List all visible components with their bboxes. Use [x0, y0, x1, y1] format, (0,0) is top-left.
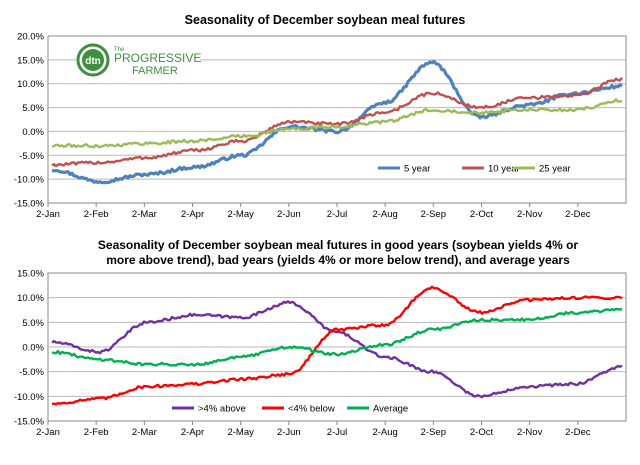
chart-bottom-y-axis: 15.0% 10.0% 5.0% 0.0% -5.0% -10.0% -15.0% — [14, 269, 45, 428]
series-line-2 — [51, 285, 623, 406]
y-tick-label: 15.0% — [17, 269, 44, 280]
x-tick-label: 2-Mar — [132, 427, 157, 438]
x-tick-label: 2-Sep — [421, 427, 446, 438]
x-tick-label: 2-Dec — [565, 209, 591, 220]
chart-bottom-title-line-2: more above trend), bad years (yields 4% … — [106, 253, 570, 267]
y-tick-label: -15.0% — [14, 417, 45, 428]
y-tick-label: 10.0% — [17, 293, 44, 304]
y-tick-label: -5.0% — [19, 367, 44, 378]
series-line-2 — [51, 76, 623, 168]
x-tick-label: 2-Jan — [36, 209, 60, 220]
y-tick-label: -10.0% — [14, 175, 45, 186]
chart-top-title: Seasonality of December soybean meal fut… — [185, 13, 466, 27]
chart-top-x-axis: 2-Jan 2-Feb 2-Mar 2-Apr 2-May 2-Jun 2-Jul 2-Aug… — [36, 203, 591, 220]
x-tick-label: 2-Oct — [470, 209, 494, 220]
x-tick-label: 2-Aug — [372, 209, 397, 220]
y-tick-label: 5.0% — [22, 103, 44, 114]
chart-bottom-gridlines — [48, 297, 626, 397]
legend-label: >4% above — [198, 404, 246, 415]
series-line-1 — [51, 59, 623, 185]
x-tick-label: 2-Apr — [181, 427, 204, 438]
x-tick-label: 2-Feb — [84, 427, 109, 438]
y-tick-label: -10.0% — [14, 392, 45, 403]
chart-top: Seasonality of December soybean meal fut… — [14, 13, 627, 220]
chart-top-series — [51, 59, 623, 185]
legend-label: <4% below — [288, 404, 335, 415]
x-tick-label: 2-Aug — [372, 427, 397, 438]
x-tick-label: 2-Feb — [84, 209, 109, 220]
x-tick-label: 2-Jul — [327, 427, 348, 438]
legend-label: 10 year — [488, 164, 520, 175]
chart-bottom-series — [51, 285, 623, 406]
x-tick-label: 2-Mar — [132, 209, 157, 220]
progressive-farmer-logo: dtn The PROGRESSIVE FARMER — [76, 42, 201, 78]
series-line-3 — [51, 307, 623, 367]
y-tick-label: 0.0% — [22, 343, 44, 354]
y-tick-label: -15.0% — [14, 199, 45, 210]
x-tick-label: 2-Jul — [327, 209, 348, 220]
dtn-monogram: dtn — [85, 56, 101, 67]
legend-label: 25 year — [539, 164, 571, 175]
logo-line2: FARMER — [132, 65, 178, 77]
x-tick-label: 2-Jun — [277, 427, 301, 438]
chart-top-legend: 5 year 10 year 25 year — [378, 164, 571, 175]
chart-bottom-legend: >4% above <4% below Average — [172, 404, 408, 415]
chart-bottom-x-axis: 2-Jan 2-Feb 2-Mar 2-Apr 2-May 2-Jun 2-Jul 2-Aug… — [36, 421, 591, 438]
x-tick-label: 2-Jan — [36, 427, 60, 438]
logo-line1: PROGRESSIVE — [114, 51, 201, 65]
x-tick-label: 2-Sep — [421, 209, 446, 220]
y-tick-label: 0.0% — [22, 127, 44, 138]
y-tick-label: 5.0% — [22, 318, 44, 329]
y-tick-label: 10.0% — [17, 79, 44, 90]
legend-label: 5 year — [404, 164, 430, 175]
x-tick-label: 2-May — [227, 209, 254, 220]
x-tick-label: 2-Jun — [277, 209, 301, 220]
chart-top-y-axis: 20.0% 15.0% 10.0% 5.0% 0.0% -5.0% -10.0% -15.0% — [14, 32, 45, 210]
x-tick-label: 2-Nov — [517, 427, 543, 438]
y-tick-label: 15.0% — [17, 55, 44, 66]
series-line-1 — [51, 300, 623, 399]
x-tick-label: 2-Apr — [181, 209, 204, 220]
x-tick-label: 2-Oct — [470, 427, 494, 438]
y-tick-label: -5.0% — [19, 151, 44, 162]
legend-label: Average — [373, 404, 408, 415]
x-tick-label: 2-Dec — [565, 427, 591, 438]
y-tick-label: 20.0% — [17, 32, 44, 43]
logo-the: The — [114, 47, 125, 53]
x-tick-label: 2-Nov — [517, 209, 543, 220]
chart-bottom-title-line-1: Seasonality of December soybean meal fut… — [98, 238, 578, 252]
chart-bottom: Seasonality of December soybean meal fut… — [14, 238, 627, 438]
series-line-3 — [51, 98, 623, 149]
x-tick-label: 2-May — [227, 427, 254, 438]
